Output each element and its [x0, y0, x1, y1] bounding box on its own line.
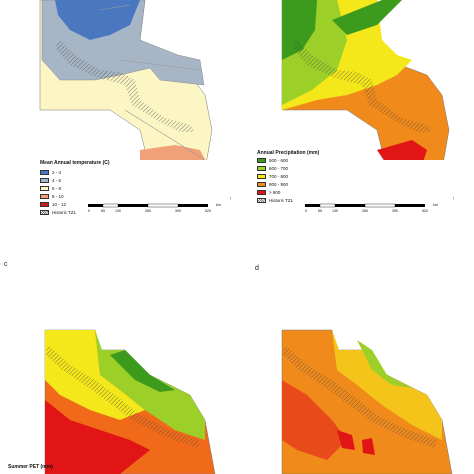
scale-label: 520 — [422, 209, 428, 213]
scale-label: 130 — [115, 209, 121, 213]
d-region-spots — [337, 430, 375, 455]
scale-label: 520 — [205, 209, 211, 213]
scale-bar — [305, 203, 425, 208]
precip-zone-500-600 — [282, 0, 317, 60]
legend-swatch — [40, 210, 49, 215]
scale-label: km — [216, 203, 221, 207]
panel-temperature-map: Mean Annual temperature (C) 2 - 4 4 - 6 … — [0, 0, 237, 260]
legend-item: 4 - 6 — [40, 178, 61, 183]
scale-label: 260 — [145, 209, 151, 213]
panel-d-map — [237, 320, 474, 474]
scale-label: 390 — [175, 209, 181, 213]
legend-swatch — [257, 198, 266, 203]
legend-item: 800 - 900 — [257, 182, 288, 187]
scale-label: 130 — [332, 209, 338, 213]
legend-item: 8 - 10 — [40, 194, 64, 199]
legend-item: Historic TZL — [40, 210, 76, 215]
precipitation-legend-title: Annual Precipitation (mm) — [257, 150, 320, 156]
scale-label: 0 — [305, 209, 307, 213]
legend-swatch — [257, 174, 266, 179]
d-region-high — [282, 380, 347, 460]
legend-swatch — [257, 190, 266, 195]
legend-swatch — [257, 182, 266, 187]
temperature-map — [39, 0, 213, 160]
d-region-mid — [332, 330, 442, 440]
scale-label: 390 — [392, 209, 398, 213]
temp-zone-2-4 — [55, 0, 140, 40]
summer-pet-map — [44, 329, 216, 474]
d-region-low — [357, 340, 412, 388]
legend-swatch — [257, 166, 266, 171]
panel-summer-pet-map: Summer PET (mm) — [0, 320, 237, 474]
legend-swatch — [257, 158, 266, 163]
legend-item: 500 - 600 — [257, 158, 288, 163]
pet-region-lowest — [110, 350, 175, 392]
precip-zone-over-900 — [377, 140, 427, 160]
scale-label: 65 — [318, 209, 322, 213]
pet-region-mid — [45, 330, 145, 420]
precip-zone-500-600 — [332, 0, 402, 35]
tzl-band-a — [55, 40, 195, 132]
panel-label-c: c — [4, 261, 8, 268]
north-arrow-icon: ↑ — [229, 196, 232, 202]
panel-precipitation-map: Annual Precipitation (mm) 500 - 600 600 … — [237, 0, 474, 260]
tzl-band-c — [45, 345, 200, 448]
panel-d-map-graphic — [281, 329, 453, 474]
panel-label-d: d — [255, 265, 259, 272]
legend-item: > 900 — [257, 190, 280, 195]
scale-label: 0 — [88, 209, 90, 213]
tzl-band-b — [292, 40, 432, 132]
legend-item: 2 - 4 — [40, 170, 61, 175]
legend-item: 10 - 12 — [40, 202, 66, 207]
north-arrow-icon: ↑ — [452, 196, 455, 202]
legend-item: Historic TZL — [257, 198, 293, 203]
scale-label: 260 — [362, 209, 368, 213]
legend-swatch — [40, 202, 49, 207]
legend-swatch — [40, 194, 49, 199]
legend-item: 600 - 700 — [257, 166, 288, 171]
summer-pet-legend-title: Summer PET (mm) — [8, 464, 53, 470]
legend-swatch — [40, 178, 49, 183]
temperature-legend-title: Mean Annual temperature (C) — [40, 160, 110, 166]
pet-region-high — [45, 400, 150, 474]
legend-swatch — [40, 186, 49, 191]
scale-label: 65 — [101, 209, 105, 213]
scale-bar — [88, 203, 208, 208]
legend-item: 6 - 8 — [40, 186, 61, 191]
temp-zone-8-10 — [140, 145, 206, 160]
legend-swatch — [40, 170, 49, 175]
tzl-band-d — [282, 345, 437, 448]
legend-item: 700 - 800 — [257, 174, 288, 179]
precipitation-map — [281, 0, 450, 160]
scale-label: km — [433, 203, 438, 207]
